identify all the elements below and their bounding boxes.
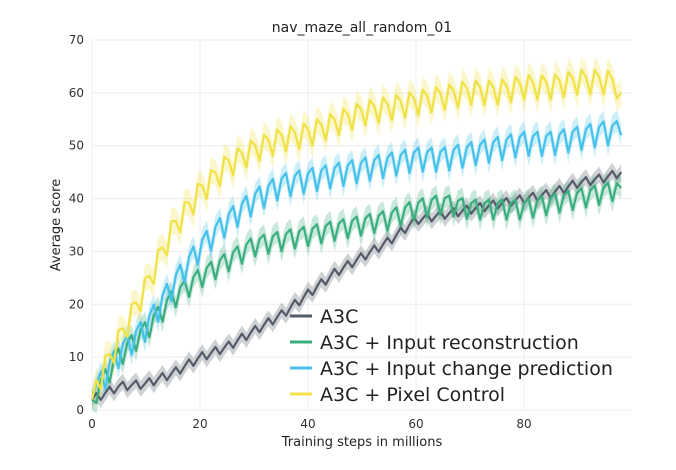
legend: A3C A3C + Input reconstruction A3C + Input… [290,306,613,406]
y-tick-label: 0 [76,403,84,417]
line-a3c-pixel-control [90,68,623,400]
y-tick-label: 20 [69,297,84,311]
series-lines [90,68,623,405]
line-a3c-input-change-prediction [90,120,623,400]
y-axis-label: Average score [49,179,64,271]
x-tick-label: 60 [408,417,423,431]
legend-label: A3C [320,306,358,328]
y-tick-label: 70 [69,33,84,47]
y-tick-label: 50 [69,139,84,153]
x-tick-label: 40 [300,417,315,431]
legend-label: A3C + Input reconstruction [320,332,579,354]
line-a3c [91,169,623,402]
x-tick-label: 80 [516,417,531,431]
y-tick-label: 60 [69,86,84,100]
legend-label: A3C + Input change prediction [320,358,613,380]
axes: 0 10 20 30 40 50 60 70 0 20 40 60 80 [69,33,532,431]
y-tick-label: 40 [69,192,84,206]
y-tick-label: 10 [69,350,84,364]
x-axis-label: Training steps in millions [281,435,443,450]
x-tick-label: 0 [88,417,96,431]
x-tick-label: 20 [192,417,207,431]
legend-label: A3C + Pixel Control [320,384,505,406]
grid [91,39,632,411]
y-tick-label: 30 [69,244,84,258]
line-a3c-input-reconstruction [91,181,622,405]
band-a3c-pixel-control [92,56,622,413]
chart-title: nav_maze_all_random_01 [272,20,452,36]
